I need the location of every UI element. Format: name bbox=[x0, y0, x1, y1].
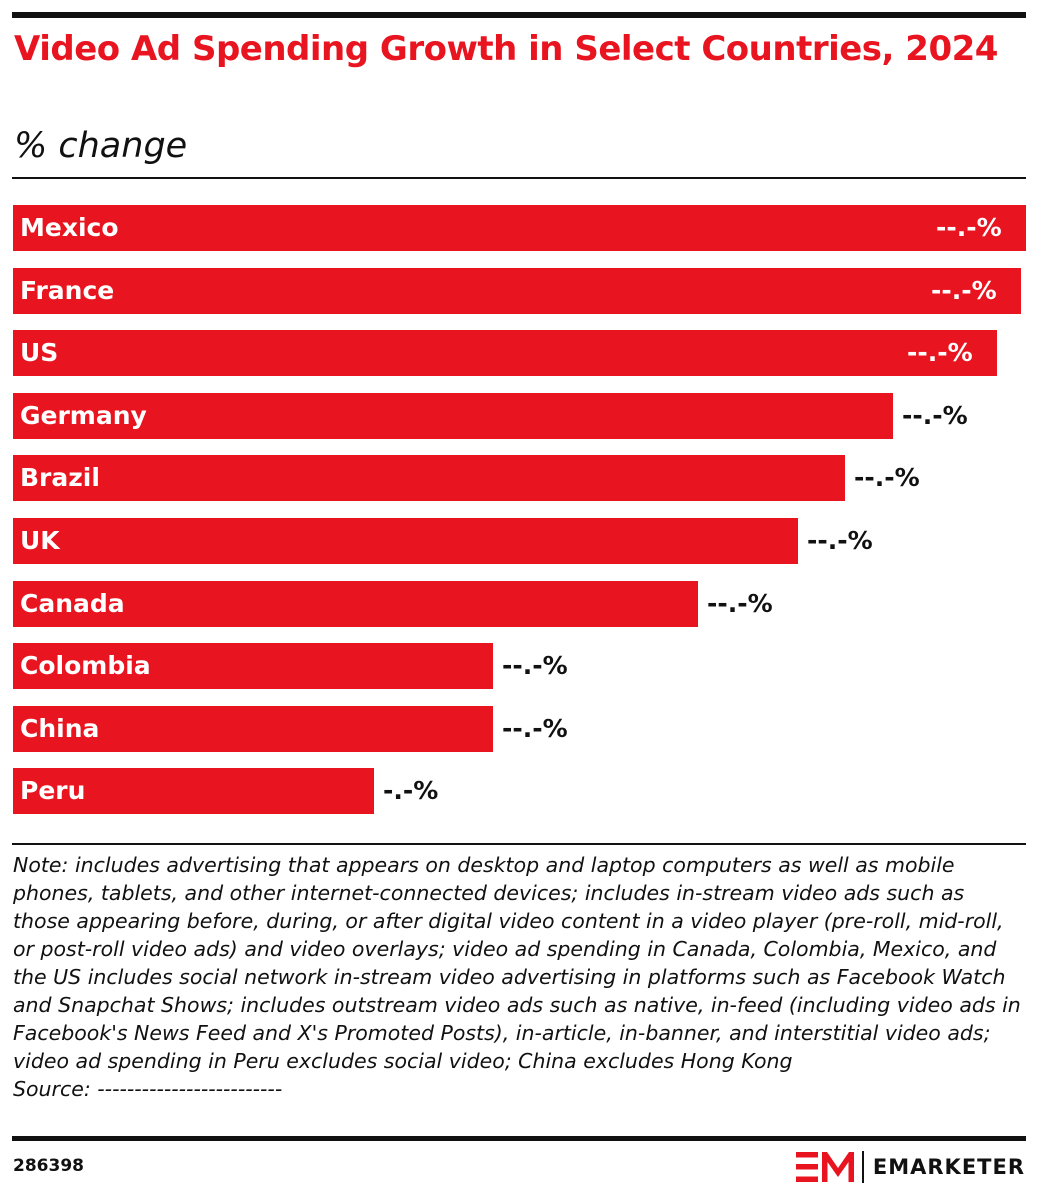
chart-subtitle: % change bbox=[14, 126, 188, 166]
bar-row-peru: Peru -.-% bbox=[13, 768, 1026, 814]
footer-divider bbox=[12, 1136, 1026, 1141]
bar-value-label: --.-% bbox=[931, 276, 997, 305]
bar-row-uk: UK --.-% bbox=[13, 518, 1026, 564]
bar bbox=[13, 455, 845, 501]
chart-id: 286398 bbox=[13, 1156, 84, 1176]
bar-row-germany: Germany --.-% bbox=[13, 393, 1026, 439]
bar-row-china: China --.-% bbox=[13, 706, 1026, 752]
bar bbox=[13, 518, 798, 564]
bar-chart: Mexico --.-% France --.-% US --.-% Germany --.-… bbox=[13, 205, 1026, 815]
bar-value-label: --.-% bbox=[502, 651, 568, 680]
chart-note: Note: includes advertising that appears … bbox=[13, 851, 1023, 1103]
bar-label: Colombia bbox=[20, 651, 151, 680]
bar-row-france: France --.-% bbox=[13, 268, 1026, 314]
bar-label: US bbox=[20, 338, 59, 367]
bar-value-label: -.-% bbox=[383, 776, 439, 805]
bar bbox=[13, 643, 493, 689]
bar-label: Germany bbox=[20, 401, 147, 430]
bar-row-us: US --.-% bbox=[13, 330, 1026, 376]
logo-separator bbox=[861, 1151, 864, 1183]
bar-row-mexico: Mexico --.-% bbox=[13, 205, 1026, 251]
bar bbox=[13, 393, 893, 439]
bar-row-brazil: Brazil --.-% bbox=[13, 455, 1026, 501]
bar-label: Mexico bbox=[20, 213, 119, 242]
chart-title: Video Ad Spending Growth in Select Count… bbox=[14, 29, 998, 69]
bar bbox=[13, 205, 1026, 251]
bar-label: Peru bbox=[20, 776, 86, 805]
bar-value-label: --.-% bbox=[907, 338, 973, 367]
top-rule bbox=[12, 12, 1026, 18]
bar-value-label: --.-% bbox=[902, 401, 968, 430]
bar-value-label: --.-% bbox=[502, 714, 568, 743]
header-divider bbox=[12, 177, 1026, 179]
bar-row-canada: Canada --.-% bbox=[13, 581, 1026, 627]
source-text: Source: ------------------------- bbox=[13, 1077, 283, 1101]
bar-label: Brazil bbox=[20, 463, 100, 492]
bar-label: China bbox=[20, 714, 100, 743]
emarketer-logo: EMARKETER bbox=[795, 1150, 1025, 1184]
bar bbox=[13, 330, 997, 376]
bar-value-label: --.-% bbox=[707, 589, 773, 618]
bar-value-label: --.-% bbox=[807, 526, 873, 555]
brand-name: EMARKETER bbox=[872, 1155, 1025, 1179]
bar-label: Canada bbox=[20, 589, 125, 618]
bar-value-label: --.-% bbox=[854, 463, 920, 492]
note-divider bbox=[12, 843, 1026, 845]
bar-value-label: --.-% bbox=[936, 213, 1002, 242]
bar bbox=[13, 706, 493, 752]
em-logo-icon bbox=[795, 1152, 854, 1182]
bar-row-colombia: Colombia --.-% bbox=[13, 643, 1026, 689]
note-text: Note: includes advertising that appears … bbox=[13, 853, 1021, 1073]
bar-label: France bbox=[20, 276, 115, 305]
bar-label: UK bbox=[20, 526, 60, 555]
bar bbox=[13, 268, 1021, 314]
bar bbox=[13, 768, 374, 814]
bar bbox=[13, 581, 698, 627]
